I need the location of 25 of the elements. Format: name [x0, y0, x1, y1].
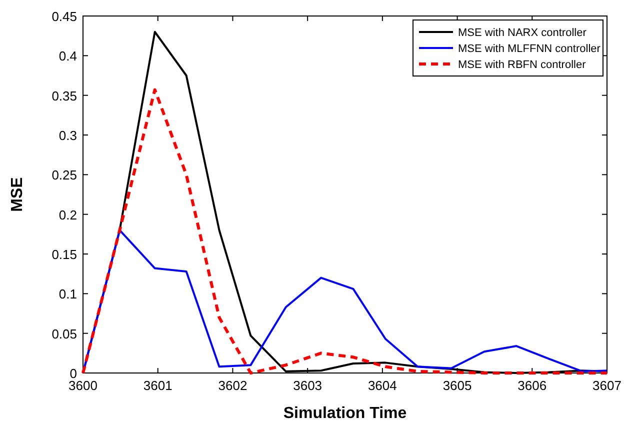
y-tick-label: 0.4: [58, 48, 77, 64]
y-tick-label: 0.25: [52, 168, 77, 183]
legend-label: MSE with RBFN controller: [458, 59, 586, 71]
x-tick-label: 3601: [143, 378, 172, 393]
x-tick-label: 3607: [592, 378, 622, 393]
y-tick-label: 0.1: [58, 286, 77, 302]
x-tick-label: 3602: [218, 378, 248, 393]
legend-label: MSE with MLFFNN controller: [458, 43, 601, 55]
x-tick-label: 3604: [368, 378, 397, 393]
x-tick-label: 3606: [518, 378, 547, 393]
y-tick-label: 0.2: [58, 207, 77, 222]
line-series: [82, 88, 608, 374]
legend-label: MSE with NARX controller: [458, 27, 587, 39]
line-series: [82, 229, 608, 374]
x-tick-label: 3603: [293, 378, 322, 393]
x-tick-label: 3600: [68, 378, 98, 393]
x-tick-label: 3605: [442, 378, 472, 393]
y-axis-title: MSE: [9, 176, 26, 212]
y-tick-label: 0: [70, 366, 77, 381]
y-tick-label: 0.15: [52, 247, 77, 262]
y-tick-label: 0.05: [52, 326, 77, 342]
y-tick-label: 0.35: [52, 88, 77, 104]
y-tick-label: 0.3: [58, 128, 77, 143]
x-axis-title: Simulation Time: [283, 405, 407, 422]
y-tick-label: 0.45: [52, 9, 77, 24]
